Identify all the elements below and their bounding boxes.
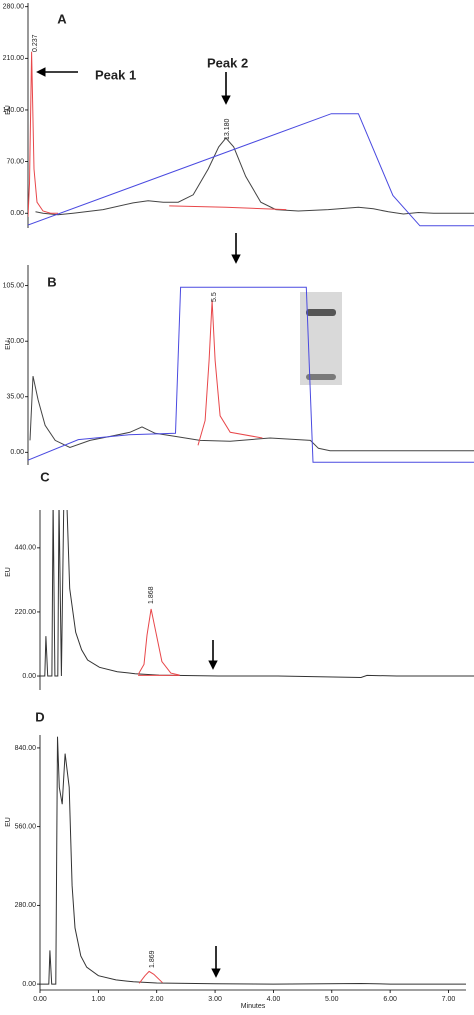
y-tick-label: 70.00 — [6, 338, 24, 345]
panel: D EU 0.00 280.00 560.00 840.00 0.00 1.00 2.00 3.0… — [5, 709, 466, 1009]
peak-label: 1.868 — [148, 586, 155, 604]
y-tick-label: 0.00 — [10, 449, 24, 456]
annotation: Peak 1 — [95, 67, 136, 82]
y-tick-label: 0.00 — [22, 673, 36, 680]
x-tick-label: 5.00 — [325, 996, 339, 1003]
x-tick-label: 0.00 — [33, 996, 47, 1003]
gel-band — [306, 309, 336, 316]
trace — [40, 737, 466, 984]
y-tick-label: 840.00 — [15, 745, 37, 752]
x-axis-label: Minutes — [241, 1003, 266, 1010]
trace — [198, 301, 262, 446]
y-tick-label: 280.00 — [3, 4, 25, 11]
y-tick-label: 105.00 — [3, 282, 25, 289]
peak-label: 13.180 — [224, 118, 231, 140]
gel-lane — [300, 292, 342, 385]
y-tick-label: 220.00 — [15, 609, 37, 616]
trace — [28, 114, 474, 226]
gel-inset — [300, 292, 342, 385]
y-axis-label: EU — [5, 817, 12, 827]
trace — [139, 971, 162, 983]
trace — [30, 376, 474, 451]
x-tick-label: 7.00 — [442, 996, 456, 1003]
y-tick-label: 70.00 — [6, 158, 24, 165]
panel-label: C — [40, 469, 50, 484]
y-tick-label: 140.00 — [3, 107, 25, 114]
y-tick-label: 0.00 — [10, 210, 24, 217]
x-tick-label: 2.00 — [150, 996, 164, 1003]
panel: C EU 0.00 220.00 440.00 1.868 — [5, 469, 474, 690]
y-tick-label: 280.00 — [15, 902, 37, 909]
y-tick-label: 440.00 — [15, 545, 37, 552]
y-tick-label: 560.00 — [15, 823, 37, 830]
trace — [36, 138, 474, 215]
peak-label: 0.237 — [32, 34, 39, 52]
y-tick-label: 0.00 — [22, 981, 36, 988]
panel-label: A — [57, 11, 67, 26]
peak-label: 5.5 — [211, 292, 218, 302]
x-tick-label: 4.00 — [267, 996, 281, 1003]
trace — [28, 52, 58, 217]
trace — [138, 609, 180, 675]
annotation: Peak 2 — [207, 55, 248, 70]
x-tick-label: 1.00 — [92, 996, 106, 1003]
gel-band — [306, 374, 336, 380]
y-tick-label: 35.00 — [6, 394, 24, 401]
peak-label: 1.869 — [149, 950, 156, 968]
panel-label: D — [35, 709, 44, 724]
x-tick-label: 3.00 — [208, 996, 222, 1003]
y-axis-label: EU — [5, 567, 12, 577]
trace — [40, 501, 474, 677]
x-tick-label: 6.00 — [383, 996, 397, 1003]
panel-label: B — [47, 274, 56, 289]
y-tick-label: 210.00 — [3, 55, 25, 62]
